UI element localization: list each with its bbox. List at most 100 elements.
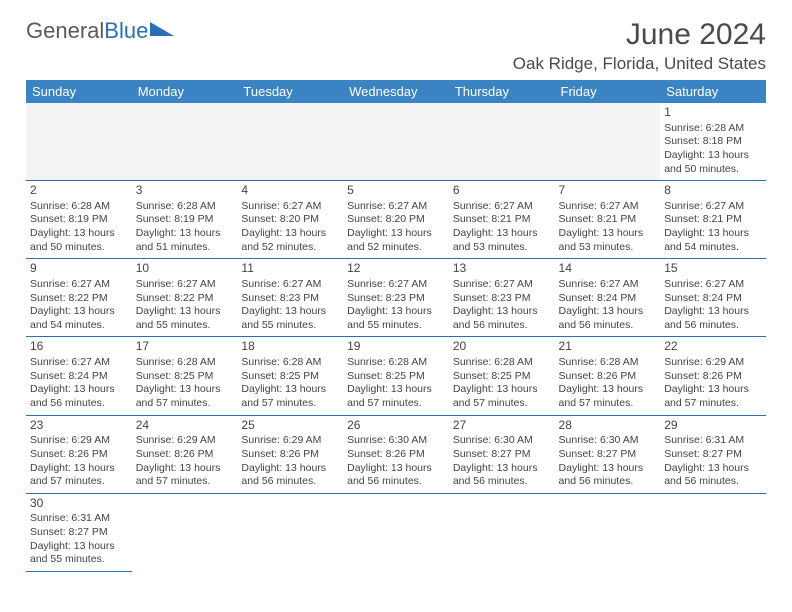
logo-text: GeneralBlue bbox=[26, 18, 148, 44]
calendar-cell: 27Sunrise: 6:30 AMSunset: 8:27 PMDayligh… bbox=[449, 415, 555, 493]
weekday-header: Thursday bbox=[449, 80, 555, 103]
weekday-header: Monday bbox=[132, 80, 238, 103]
calendar-cell bbox=[237, 103, 343, 181]
day-number: 20 bbox=[453, 339, 551, 355]
day-number: 8 bbox=[664, 183, 762, 199]
calendar-cell: 22Sunrise: 6:29 AMSunset: 8:26 PMDayligh… bbox=[660, 337, 766, 415]
weekday-header: Saturday bbox=[660, 80, 766, 103]
day-number: 2 bbox=[30, 183, 128, 199]
day-details: Sunrise: 6:28 AMSunset: 8:25 PMDaylight:… bbox=[347, 356, 445, 411]
day-details: Sunrise: 6:28 AMSunset: 8:18 PMDaylight:… bbox=[664, 122, 762, 177]
calendar-cell: 29Sunrise: 6:31 AMSunset: 8:27 PMDayligh… bbox=[660, 415, 766, 493]
day-number: 23 bbox=[30, 418, 128, 434]
location: Oak Ridge, Florida, United States bbox=[513, 54, 766, 74]
day-details: Sunrise: 6:29 AMSunset: 8:26 PMDaylight:… bbox=[664, 356, 762, 411]
calendar-cell: 5Sunrise: 6:27 AMSunset: 8:20 PMDaylight… bbox=[343, 181, 449, 259]
day-number: 1 bbox=[664, 105, 762, 121]
day-details: Sunrise: 6:27 AMSunset: 8:24 PMDaylight:… bbox=[30, 356, 128, 411]
calendar-cell: 23Sunrise: 6:29 AMSunset: 8:26 PMDayligh… bbox=[26, 415, 132, 493]
day-number: 13 bbox=[453, 261, 551, 277]
day-number: 12 bbox=[347, 261, 445, 277]
logo-word1: General bbox=[26, 18, 104, 43]
day-details: Sunrise: 6:28 AMSunset: 8:25 PMDaylight:… bbox=[136, 356, 234, 411]
day-number: 18 bbox=[241, 339, 339, 355]
day-number: 19 bbox=[347, 339, 445, 355]
calendar-cell bbox=[660, 493, 766, 571]
weekday-header: Tuesday bbox=[237, 80, 343, 103]
calendar-cell bbox=[555, 493, 661, 571]
day-details: Sunrise: 6:27 AMSunset: 8:20 PMDaylight:… bbox=[241, 200, 339, 255]
calendar-cell: 10Sunrise: 6:27 AMSunset: 8:22 PMDayligh… bbox=[132, 259, 238, 337]
calendar-cell: 11Sunrise: 6:27 AMSunset: 8:23 PMDayligh… bbox=[237, 259, 343, 337]
day-details: Sunrise: 6:30 AMSunset: 8:27 PMDaylight:… bbox=[453, 434, 551, 489]
day-details: Sunrise: 6:27 AMSunset: 8:20 PMDaylight:… bbox=[347, 200, 445, 255]
day-number: 15 bbox=[664, 261, 762, 277]
weekday-header: Wednesday bbox=[343, 80, 449, 103]
calendar-cell: 21Sunrise: 6:28 AMSunset: 8:26 PMDayligh… bbox=[555, 337, 661, 415]
logo-triangle-icon bbox=[150, 22, 174, 36]
weekday-header: Friday bbox=[555, 80, 661, 103]
calendar-row: 16Sunrise: 6:27 AMSunset: 8:24 PMDayligh… bbox=[26, 337, 766, 415]
day-details: Sunrise: 6:27 AMSunset: 8:23 PMDaylight:… bbox=[453, 278, 551, 333]
day-details: Sunrise: 6:27 AMSunset: 8:21 PMDaylight:… bbox=[664, 200, 762, 255]
day-details: Sunrise: 6:27 AMSunset: 8:22 PMDaylight:… bbox=[30, 278, 128, 333]
day-number: 7 bbox=[559, 183, 657, 199]
day-number: 28 bbox=[559, 418, 657, 434]
calendar-cell: 8Sunrise: 6:27 AMSunset: 8:21 PMDaylight… bbox=[660, 181, 766, 259]
day-number: 29 bbox=[664, 418, 762, 434]
calendar-cell bbox=[237, 493, 343, 571]
calendar-cell: 2Sunrise: 6:28 AMSunset: 8:19 PMDaylight… bbox=[26, 181, 132, 259]
title-block: June 2024 Oak Ridge, Florida, United Sta… bbox=[513, 18, 766, 74]
day-number: 5 bbox=[347, 183, 445, 199]
day-number: 25 bbox=[241, 418, 339, 434]
day-details: Sunrise: 6:28 AMSunset: 8:26 PMDaylight:… bbox=[559, 356, 657, 411]
day-details: Sunrise: 6:30 AMSunset: 8:26 PMDaylight:… bbox=[347, 434, 445, 489]
day-number: 3 bbox=[136, 183, 234, 199]
calendar-cell bbox=[555, 103, 661, 181]
calendar-cell: 13Sunrise: 6:27 AMSunset: 8:23 PMDayligh… bbox=[449, 259, 555, 337]
day-number: 14 bbox=[559, 261, 657, 277]
calendar-table: Sunday Monday Tuesday Wednesday Thursday… bbox=[26, 80, 766, 572]
calendar-cell: 24Sunrise: 6:29 AMSunset: 8:26 PMDayligh… bbox=[132, 415, 238, 493]
logo-word2: Blue bbox=[104, 18, 148, 43]
day-details: Sunrise: 6:28 AMSunset: 8:25 PMDaylight:… bbox=[453, 356, 551, 411]
day-number: 16 bbox=[30, 339, 128, 355]
calendar-cell: 16Sunrise: 6:27 AMSunset: 8:24 PMDayligh… bbox=[26, 337, 132, 415]
calendar-cell bbox=[26, 103, 132, 181]
day-number: 11 bbox=[241, 261, 339, 277]
day-number: 22 bbox=[664, 339, 762, 355]
calendar-cell: 7Sunrise: 6:27 AMSunset: 8:21 PMDaylight… bbox=[555, 181, 661, 259]
calendar-cell bbox=[132, 493, 238, 571]
calendar-cell: 1Sunrise: 6:28 AMSunset: 8:18 PMDaylight… bbox=[660, 103, 766, 181]
day-number: 21 bbox=[559, 339, 657, 355]
day-details: Sunrise: 6:27 AMSunset: 8:21 PMDaylight:… bbox=[559, 200, 657, 255]
weekday-header: Sunday bbox=[26, 80, 132, 103]
weekday-row: Sunday Monday Tuesday Wednesday Thursday… bbox=[26, 80, 766, 103]
header: GeneralBlue June 2024 Oak Ridge, Florida… bbox=[26, 18, 766, 74]
day-details: Sunrise: 6:29 AMSunset: 8:26 PMDaylight:… bbox=[241, 434, 339, 489]
calendar-cell: 18Sunrise: 6:28 AMSunset: 8:25 PMDayligh… bbox=[237, 337, 343, 415]
calendar-cell: 6Sunrise: 6:27 AMSunset: 8:21 PMDaylight… bbox=[449, 181, 555, 259]
day-number: 6 bbox=[453, 183, 551, 199]
day-details: Sunrise: 6:29 AMSunset: 8:26 PMDaylight:… bbox=[30, 434, 128, 489]
calendar-cell: 14Sunrise: 6:27 AMSunset: 8:24 PMDayligh… bbox=[555, 259, 661, 337]
calendar-cell: 17Sunrise: 6:28 AMSunset: 8:25 PMDayligh… bbox=[132, 337, 238, 415]
calendar-cell: 15Sunrise: 6:27 AMSunset: 8:24 PMDayligh… bbox=[660, 259, 766, 337]
calendar-cell bbox=[449, 103, 555, 181]
calendar-cell: 28Sunrise: 6:30 AMSunset: 8:27 PMDayligh… bbox=[555, 415, 661, 493]
day-details: Sunrise: 6:28 AMSunset: 8:19 PMDaylight:… bbox=[30, 200, 128, 255]
calendar-cell: 30Sunrise: 6:31 AMSunset: 8:27 PMDayligh… bbox=[26, 493, 132, 571]
calendar-cell: 12Sunrise: 6:27 AMSunset: 8:23 PMDayligh… bbox=[343, 259, 449, 337]
calendar-row: 30Sunrise: 6:31 AMSunset: 8:27 PMDayligh… bbox=[26, 493, 766, 571]
calendar-cell: 19Sunrise: 6:28 AMSunset: 8:25 PMDayligh… bbox=[343, 337, 449, 415]
day-number: 24 bbox=[136, 418, 234, 434]
day-number: 4 bbox=[241, 183, 339, 199]
day-details: Sunrise: 6:27 AMSunset: 8:21 PMDaylight:… bbox=[453, 200, 551, 255]
calendar-row: 1Sunrise: 6:28 AMSunset: 8:18 PMDaylight… bbox=[26, 103, 766, 181]
day-details: Sunrise: 6:27 AMSunset: 8:23 PMDaylight:… bbox=[347, 278, 445, 333]
calendar-cell bbox=[132, 103, 238, 181]
calendar-row: 2Sunrise: 6:28 AMSunset: 8:19 PMDaylight… bbox=[26, 181, 766, 259]
calendar-cell: 20Sunrise: 6:28 AMSunset: 8:25 PMDayligh… bbox=[449, 337, 555, 415]
logo: GeneralBlue bbox=[26, 18, 174, 44]
day-details: Sunrise: 6:31 AMSunset: 8:27 PMDaylight:… bbox=[30, 512, 128, 567]
